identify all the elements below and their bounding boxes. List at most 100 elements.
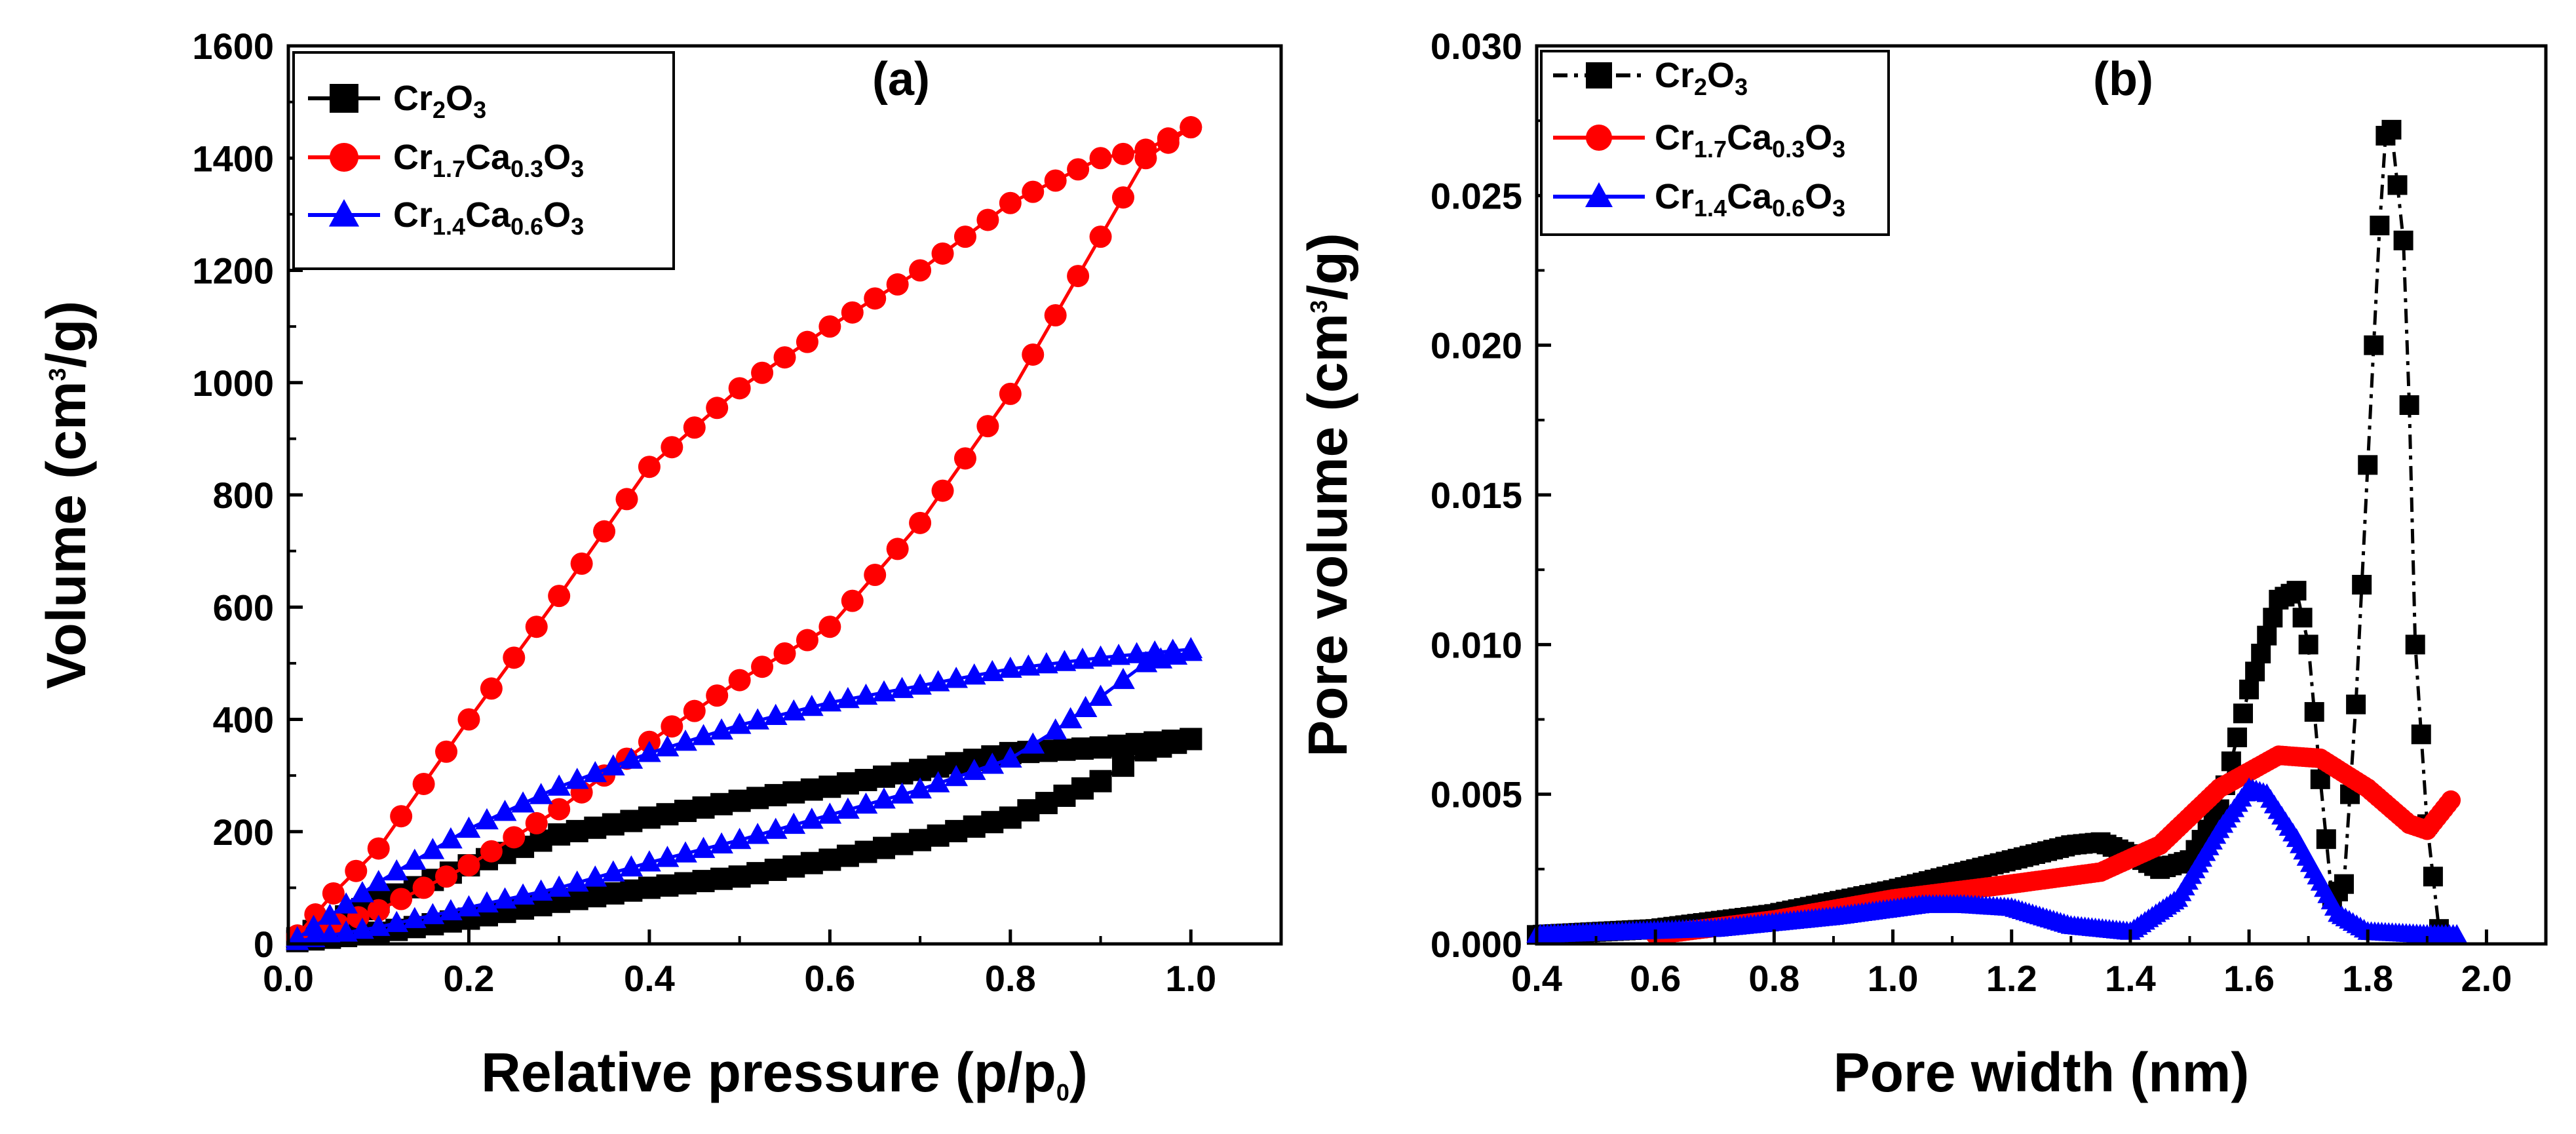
panel-b-data-point xyxy=(2387,175,2408,195)
panel-b-x-tick-label: 0.4 xyxy=(1511,958,1562,999)
panel-a-data-point xyxy=(1021,732,1045,754)
panel-a-data-point xyxy=(953,225,976,248)
panel-a-series-layer xyxy=(285,116,1203,952)
panel-a-data-point xyxy=(818,616,841,638)
panel-a-data-point xyxy=(601,860,625,882)
panel-a-legend-item: Cr2O3 xyxy=(308,79,486,123)
panel-b-axis-ticks: 0.4 0.6 0.8 1.0 1.2 1.4 1.6 1.8 2.0 0.000 0.005 0.0… xyxy=(1431,26,2512,999)
panel-b-legend-item: Cr1.4Ca0.6O3 xyxy=(1553,177,1845,222)
panel-a-data-point xyxy=(773,346,796,369)
panel-a-data-point xyxy=(439,899,463,920)
panel-a-data-point xyxy=(334,892,358,914)
panel-a-data-point xyxy=(1180,116,1202,139)
panel-a-data-point xyxy=(583,761,607,783)
panel-a-label: (a) xyxy=(872,53,930,106)
panel-a-data-point xyxy=(334,920,358,942)
panel-b-x-tick-label: 0.6 xyxy=(1630,958,1681,999)
panel-a-data-point xyxy=(691,836,716,858)
panel-a-data-point xyxy=(385,859,409,881)
panel-a-data-point xyxy=(782,812,806,834)
panel-a-data-point xyxy=(799,808,824,829)
panel-b-y-tick-label: 0.015 xyxy=(1431,475,1522,516)
panel-b-y-tick-label: 0.000 xyxy=(1431,924,1522,965)
panel-a-data-point xyxy=(890,676,914,698)
panel-a-data-point xyxy=(1067,265,1090,288)
panel-b-data-point xyxy=(2263,608,2283,628)
panel-b-data-point xyxy=(2423,867,2443,887)
panel-a-data-point xyxy=(751,655,774,678)
panel-b-x-tick-label: 0.8 xyxy=(1748,958,1799,999)
panel-a-data-point xyxy=(683,416,706,439)
panel-a-legend-item: Cr1.7Ca0.3O3 xyxy=(308,138,584,182)
panel-a-data-point xyxy=(1089,147,1112,170)
panel-b-y-tick-label: 0.025 xyxy=(1431,175,1522,216)
chart-panel-b: 0.4 0.6 0.8 1.0 1.2 1.4 1.6 1.8 2.0 0.000 0.005 0.0… xyxy=(1297,26,2548,1103)
panel-a-y-tick-label: 1400 xyxy=(192,138,274,179)
panel-a-data-point xyxy=(593,520,616,543)
panel-a-legend-label: Cr1.7Ca0.3O3 xyxy=(393,138,584,182)
panel-a-data-point xyxy=(619,747,644,769)
panel-a-data-point xyxy=(674,730,697,751)
panel-b-y-tick-label: 0.020 xyxy=(1431,325,1522,366)
panel-b-series-layer xyxy=(1526,119,2467,945)
panel-a-data-point xyxy=(655,735,680,756)
panel-a-data-point xyxy=(638,741,661,762)
panel-a-legend-label: Cr2O3 xyxy=(393,79,486,123)
panel-a-data-point xyxy=(782,699,806,721)
panel-a-data-point xyxy=(638,456,661,479)
panel-b-series-cr1-4ca0-6o3 xyxy=(1526,777,2467,943)
panel-a-data-point xyxy=(390,888,413,910)
panel-a-legend-label: Cr1.4Ca0.6O3 xyxy=(393,195,584,240)
panel-a-data-point xyxy=(655,846,680,867)
panel-b-data-point xyxy=(2239,679,2259,699)
panel-a-data-point xyxy=(366,914,391,936)
panel-a-data-point xyxy=(1157,127,1180,150)
panel-a-data-point xyxy=(547,774,571,796)
panel-b-data-point xyxy=(2334,874,2354,894)
panel-a-data-point xyxy=(886,273,909,296)
panel-a-data-point xyxy=(366,870,391,891)
panel-a-data-point xyxy=(1107,644,1130,665)
panel-a-data-point xyxy=(402,907,427,928)
panel-b-label: (b) xyxy=(2093,53,2153,106)
panel-a-data-point xyxy=(547,875,571,897)
panel-a-data-point xyxy=(493,800,517,821)
panel-a-data-point xyxy=(1022,343,1045,366)
panel-a-data-point xyxy=(691,724,716,745)
panel-a-data-point xyxy=(931,242,954,265)
panel-b-legend-label: Cr2O3 xyxy=(1655,56,1748,100)
panel-b-data-point xyxy=(2364,335,2384,355)
panel-a-data-point xyxy=(976,415,999,438)
panel-a-data-point xyxy=(909,259,932,282)
panel-a-data-point xyxy=(351,881,374,903)
panel-a-data-point xyxy=(318,903,342,925)
panel-a-data-point xyxy=(529,879,553,901)
panel-a-x-tick-label: 0.4 xyxy=(624,958,675,999)
panel-a-axis-ticks: 0.0 0.2 0.4 0.6 0.8 1.0 0 200 400 600 800 1000 1200 1… xyxy=(192,26,1216,999)
panel-a-data-point xyxy=(570,552,593,575)
panel-a-data-point xyxy=(763,817,788,839)
panel-a-y-tick-label: 0 xyxy=(254,924,274,965)
panel-b-data-point xyxy=(2352,575,2372,595)
panel-a-data-point xyxy=(1134,138,1157,161)
panel-a-y-tick-label: 800 xyxy=(213,475,274,516)
panel-a-data-point xyxy=(1111,142,1134,165)
panel-a-data-point xyxy=(1088,684,1113,706)
panel-a-data-point xyxy=(345,859,368,882)
panel-a-data-point xyxy=(1067,158,1090,181)
panel-a-data-point xyxy=(746,708,770,730)
panel-a-data-point xyxy=(710,832,733,854)
panel-b-data-point xyxy=(2286,581,2307,601)
panel-a-data-point xyxy=(1016,654,1041,676)
panel-a-data-point xyxy=(619,855,644,877)
panel-a-legend-marker xyxy=(330,143,358,172)
panel-a-data-point xyxy=(890,782,914,804)
panel-a-data-point xyxy=(727,827,752,850)
panel-a-data-point xyxy=(412,876,435,899)
panel-a-legend-marker xyxy=(330,84,358,113)
panel-a-data-point xyxy=(1071,648,1094,669)
panel-b-data-point xyxy=(2411,724,2431,745)
panel-a-data-point xyxy=(385,910,409,932)
panel-a-data-point xyxy=(285,926,309,948)
panel-a-data-point xyxy=(872,680,896,701)
